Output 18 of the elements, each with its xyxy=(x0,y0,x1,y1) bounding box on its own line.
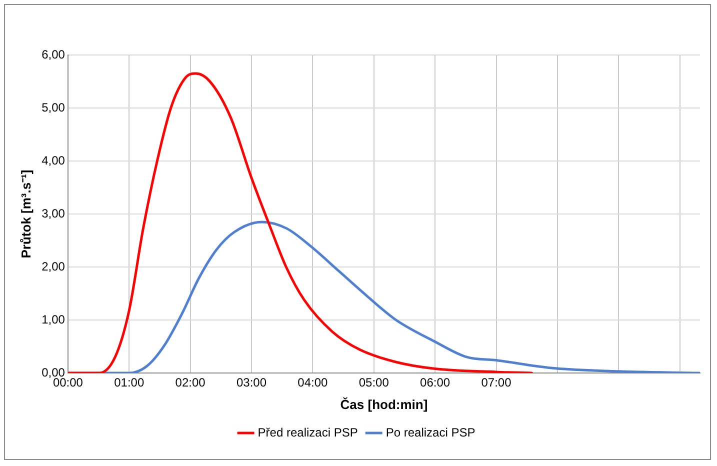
y-tick-label: 3,00 xyxy=(42,206,66,220)
x-tick-label: 04:00 xyxy=(298,376,328,390)
x-tick-label: 07:00 xyxy=(481,376,512,390)
y-tick-label: 4,00 xyxy=(42,153,66,168)
x-tick-label: 02:00 xyxy=(175,376,206,390)
x-tick-label: 03:00 xyxy=(236,376,267,390)
y-axis-title: Průtok [m³.s⁻¹] xyxy=(18,170,34,258)
y-tick-label: 2,00 xyxy=(42,259,66,274)
y-tick-label: 6,00 xyxy=(42,47,66,62)
x-tick-label: 01:00 xyxy=(114,376,144,390)
y-tick-label: 1,00 xyxy=(42,312,66,326)
line-series xyxy=(68,72,533,373)
legend-label: Po realizaci PSP xyxy=(386,425,476,440)
x-tick-label: 06:00 xyxy=(420,376,450,390)
x-axis-title: Čas [hod:min] xyxy=(340,396,428,412)
y-tick-label: 5,00 xyxy=(42,100,66,114)
x-tick-label: 05:00 xyxy=(358,376,390,390)
legend-label: Před realizaci PSP xyxy=(258,425,358,440)
